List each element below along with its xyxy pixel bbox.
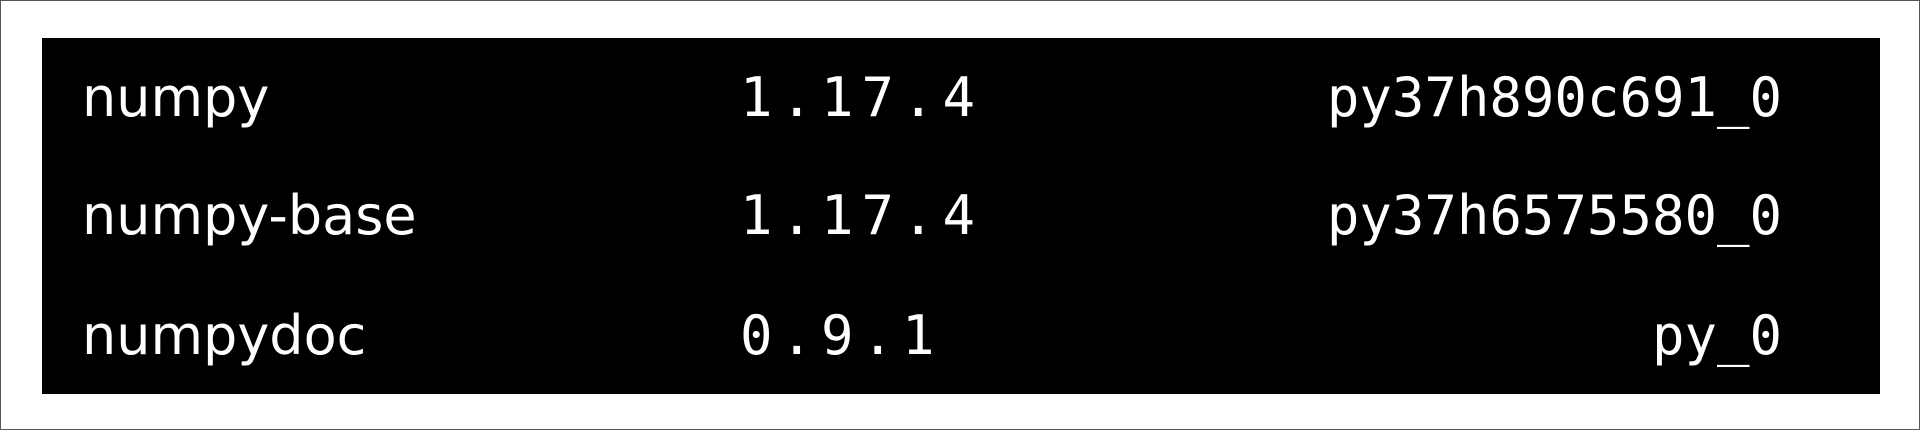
package-row: numpy 1.17.4 py37h890c691_0 [42, 38, 1880, 158]
package-build: py37h6575580_0 [1326, 184, 1782, 247]
package-version: 0.9.1 [740, 304, 943, 367]
package-name: numpydoc [82, 304, 367, 367]
package-name: numpy-base [82, 184, 417, 247]
package-row: numpydoc 0.9.1 py_0 [42, 276, 1880, 396]
terminal-output: numpy 1.17.4 py37h890c691_0 numpy-base 1… [42, 38, 1880, 394]
package-version: 1.17.4 [740, 66, 984, 129]
package-build: py37h890c691_0 [1326, 66, 1782, 129]
package-build: py_0 [1651, 304, 1782, 367]
package-version: 1.17.4 [740, 184, 984, 247]
package-name: numpy [82, 66, 270, 129]
package-row: numpy-base 1.17.4 py37h6575580_0 [42, 156, 1880, 276]
